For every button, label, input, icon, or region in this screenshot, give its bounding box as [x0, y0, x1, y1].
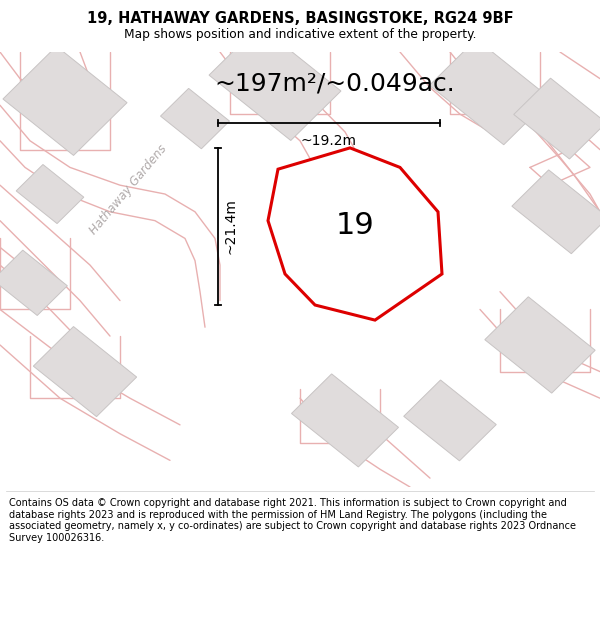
- Text: ~197m²/~0.049ac.: ~197m²/~0.049ac.: [215, 71, 455, 95]
- Polygon shape: [268, 148, 442, 320]
- Text: 19, HATHAWAY GARDENS, BASINGSTOKE, RG24 9BF: 19, HATHAWAY GARDENS, BASINGSTOKE, RG24 …: [86, 11, 514, 26]
- Text: Map shows position and indicative extent of the property.: Map shows position and indicative extent…: [124, 28, 476, 41]
- Polygon shape: [514, 78, 600, 159]
- Polygon shape: [34, 326, 137, 417]
- Polygon shape: [16, 164, 84, 224]
- Text: ~19.2m: ~19.2m: [301, 134, 357, 148]
- Text: ~21.4m: ~21.4m: [224, 199, 238, 254]
- Polygon shape: [209, 26, 341, 141]
- Polygon shape: [430, 39, 551, 145]
- Polygon shape: [161, 88, 229, 149]
- Polygon shape: [512, 170, 600, 254]
- Text: Contains OS data © Crown copyright and database right 2021. This information is : Contains OS data © Crown copyright and d…: [9, 498, 576, 543]
- Polygon shape: [404, 380, 496, 461]
- Text: Hathaway Gardens: Hathaway Gardens: [87, 142, 169, 237]
- Polygon shape: [3, 46, 127, 156]
- Polygon shape: [485, 297, 595, 393]
- Polygon shape: [0, 250, 67, 316]
- Text: 19: 19: [335, 211, 374, 239]
- Polygon shape: [292, 374, 398, 467]
